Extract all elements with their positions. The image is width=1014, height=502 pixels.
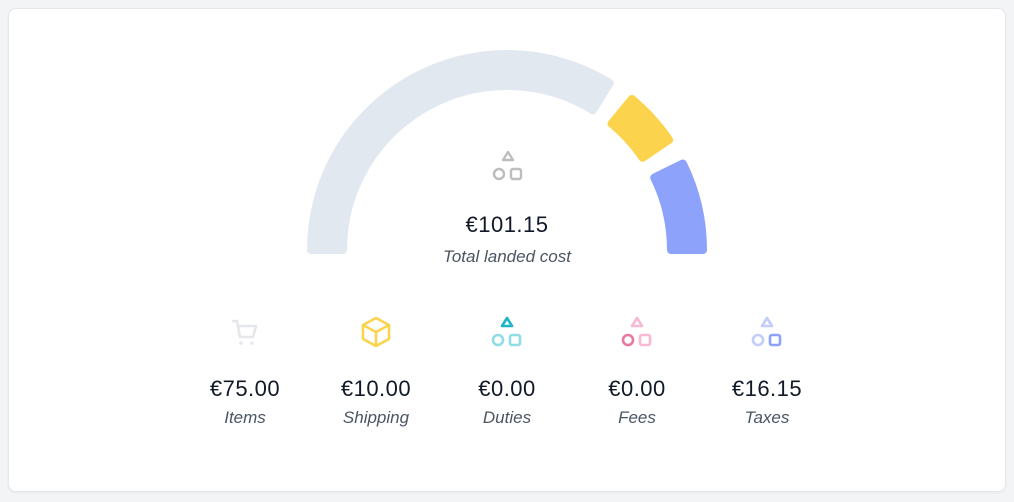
total-value: €101.15 [465, 212, 549, 237]
shapes-icon [621, 316, 652, 347]
items-label: Items [224, 408, 266, 427]
taxes-value: €16.15 [731, 376, 803, 401]
shapes-icon [491, 316, 522, 347]
shapes-icon [751, 316, 782, 347]
fees-value: €0.00 [608, 376, 666, 401]
cart-icon [231, 319, 258, 345]
gauge-segment-shipping [607, 94, 674, 162]
taxes-label: Taxes [744, 408, 790, 427]
breakdown-fees: €0.00 Fees [572, 312, 702, 428]
breakdown-duties: €0.00 Duties [442, 312, 572, 428]
landed-cost-gauge [307, 50, 707, 254]
duties-value: €0.00 [478, 376, 536, 401]
duties-label: Duties [482, 408, 532, 427]
items-value: €75.00 [209, 376, 281, 401]
breakdown-taxes: €16.15 Taxes [702, 312, 832, 428]
total-label: Total landed cost [443, 247, 571, 266]
breakdown-shipping: €10.00 Shipping [311, 312, 441, 428]
shipping-value: €10.00 [340, 376, 412, 401]
shipping-label: Shipping [342, 408, 410, 427]
gauge-segment-items [307, 50, 614, 254]
box-icon [361, 316, 391, 348]
shapes-icon [492, 150, 523, 181]
gauge-segment-taxes [650, 159, 707, 254]
fees-label: Fees [618, 408, 656, 427]
breakdown-items: €75.00 Items [180, 312, 310, 428]
